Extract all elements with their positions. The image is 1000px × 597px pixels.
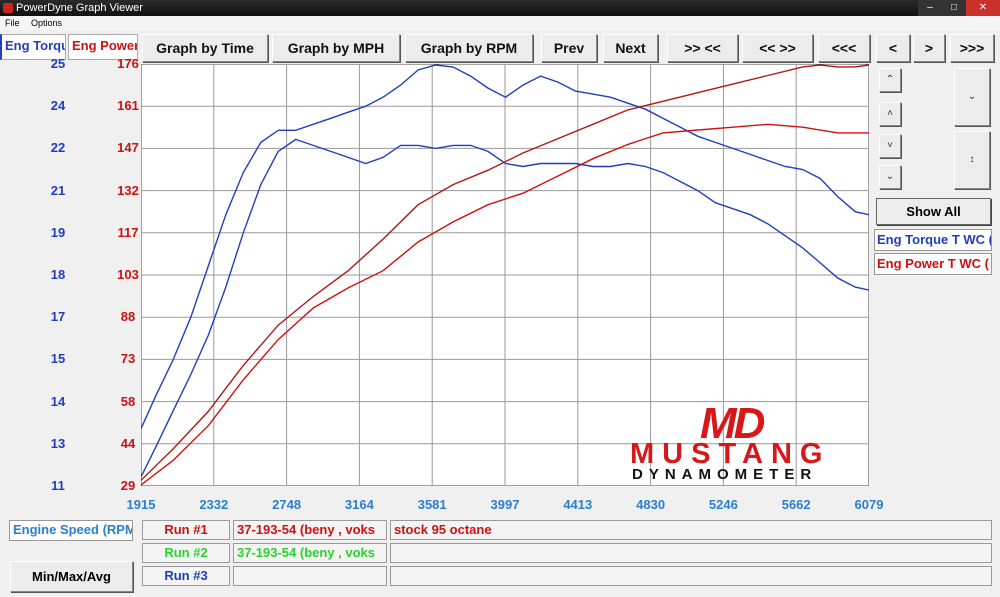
- run-1-note: stock 95 octane: [390, 520, 992, 540]
- power-tick-label: 73: [120, 351, 136, 367]
- dyno-chart: [141, 64, 869, 486]
- channel-select[interactable]: Engine Speed (RPM: [9, 520, 133, 541]
- power-series-line-3: [141, 64, 869, 481]
- mustang-dynamometer-logo: MD MUSTANG DYNAMOMETER: [630, 400, 870, 490]
- app-icon: [3, 3, 13, 13]
- torque-tick-label: 17: [50, 309, 66, 325]
- torque-tick-label: 21: [50, 182, 66, 198]
- back-button[interactable]: <: [876, 34, 910, 62]
- power-tick-label: 117: [117, 224, 139, 240]
- scroll-up-icon[interactable]: ˄: [879, 102, 901, 126]
- window-title: PowerDyne Graph Viewer: [16, 2, 143, 14]
- power-tick-label: 58: [120, 393, 136, 409]
- minimize-button[interactable]: –: [918, 0, 942, 16]
- graph-by-time-button[interactable]: Graph by Time: [142, 34, 268, 62]
- power-tick-label: 88: [120, 309, 136, 325]
- logo-mustang: MUSTANG: [630, 438, 831, 470]
- run-3-label[interactable]: Run #3: [142, 566, 230, 586]
- run-1-id: 37-193-54 (beny , voks: [233, 520, 387, 540]
- expand-axis-icon[interactable]: ⌄: [954, 68, 990, 126]
- torque-series-line-1: [141, 64, 869, 429]
- torque-tick-label: 15: [50, 351, 66, 367]
- zoom-out-button[interactable]: << >>: [742, 34, 813, 62]
- power-tick-label: 29: [120, 478, 136, 493]
- logo-md: MD: [700, 399, 765, 448]
- next-button[interactable]: Next: [603, 34, 658, 62]
- legend-eng-power[interactable]: Eng Power T WC (: [874, 253, 992, 275]
- torque-series-line-2: [141, 138, 869, 478]
- compress-axis-icon[interactable]: ↕: [954, 131, 990, 189]
- close-icon: ✕: [978, 2, 988, 13]
- rpm-tick-label: 2332: [199, 497, 229, 512]
- graph-by-mph-button[interactable]: Graph by MPH: [272, 34, 400, 62]
- rpm-tick-label: 4413: [563, 497, 593, 512]
- torque-tick-label: 24: [50, 98, 66, 114]
- graph-by-rpm-button[interactable]: Graph by RPM: [405, 34, 533, 62]
- torque-tick-label: 14: [50, 393, 66, 409]
- zoom-in-button[interactable]: >> <<: [667, 34, 738, 62]
- power-tick-label: 147: [117, 140, 139, 156]
- minimize-icon: –: [927, 2, 933, 13]
- logo-dynamometer: DYNAMOMETER: [632, 466, 818, 483]
- menu-bar: File Options: [0, 16, 1000, 30]
- forward-button[interactable]: >: [913, 34, 945, 62]
- min-max-avg-button[interactable]: Min/Max/Avg: [10, 561, 133, 592]
- close-button[interactable]: ✕: [966, 0, 1000, 16]
- rpm-tick-label: 3997: [490, 497, 520, 512]
- torque-tick-label: 25: [50, 56, 66, 71]
- first-button[interactable]: <<<: [818, 34, 870, 62]
- rpm-tick-label: 3581: [417, 497, 447, 512]
- scroll-down-fast-icon[interactable]: ⌄: [879, 165, 901, 189]
- rpm-tick-label: 3164: [344, 497, 374, 512]
- maximize-icon: □: [950, 2, 958, 13]
- rpm-tick-label: 5246: [708, 497, 738, 512]
- prev-button[interactable]: Prev: [541, 34, 597, 62]
- power-tick-label: 132: [117, 182, 139, 198]
- power-tick-label: 103: [117, 267, 139, 282]
- rpm-tick-label: 1915: [126, 497, 156, 512]
- power-series-line-4: [141, 123, 869, 486]
- run-2-id: 37-193-54 (beny , voks: [233, 543, 387, 563]
- run-3-id: [233, 566, 387, 586]
- tab-eng-torque[interactable]: Eng Torque: [0, 34, 66, 60]
- menu-options[interactable]: Options: [31, 18, 63, 28]
- rpm-tick-label: 2748: [272, 497, 302, 512]
- torque-tick-label: 22: [50, 140, 66, 156]
- power-tick-label: 176: [117, 56, 139, 71]
- title-bar: PowerDyne Graph Viewer: [0, 0, 1000, 16]
- last-button[interactable]: >>>: [950, 34, 994, 62]
- run-1-label[interactable]: Run #1: [142, 520, 230, 540]
- scroll-down-icon[interactable]: ˅: [879, 134, 901, 158]
- legend-eng-torque[interactable]: Eng Torque T WC (: [874, 229, 992, 251]
- rpm-tick-label: 5662: [781, 497, 811, 512]
- torque-tick-label: 18: [50, 267, 66, 282]
- run-2-label[interactable]: Run #2: [142, 543, 230, 563]
- power-tick-label: 44: [120, 435, 136, 451]
- tab-eng-power[interactable]: Eng Power: [68, 34, 138, 60]
- torque-tick-label: 11: [51, 478, 65, 493]
- menu-file[interactable]: File: [5, 18, 20, 28]
- rpm-tick-label: 4830: [636, 497, 666, 512]
- maximize-button[interactable]: □: [942, 0, 966, 16]
- torque-tick-label: 13: [50, 435, 66, 451]
- torque-tick-label: 19: [50, 224, 66, 240]
- scroll-up-fast-icon[interactable]: ⌃: [879, 68, 901, 92]
- run-2-note: [390, 543, 992, 563]
- show-all-button[interactable]: Show All: [876, 198, 991, 225]
- rpm-tick-label: 6079: [854, 497, 884, 512]
- power-tick-label: 161: [117, 98, 139, 114]
- run-3-note: [390, 566, 992, 586]
